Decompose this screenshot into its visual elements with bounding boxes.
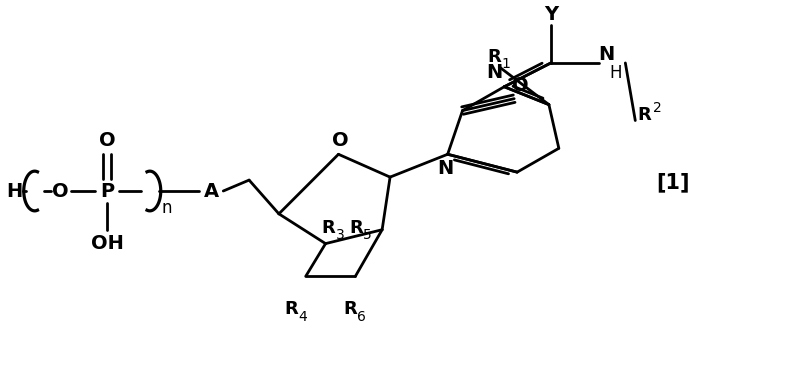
Text: [1]: [1] bbox=[656, 172, 690, 192]
Text: N: N bbox=[438, 159, 454, 178]
Text: O: O bbox=[52, 181, 69, 201]
Text: 5: 5 bbox=[363, 228, 372, 242]
Text: R: R bbox=[322, 219, 335, 237]
Text: OH: OH bbox=[90, 234, 123, 253]
Text: A: A bbox=[204, 181, 219, 201]
Text: 1: 1 bbox=[502, 57, 510, 71]
Text: n: n bbox=[162, 199, 172, 217]
Text: H: H bbox=[609, 64, 622, 82]
Text: P: P bbox=[100, 181, 114, 201]
Text: R: R bbox=[350, 219, 363, 237]
Text: R: R bbox=[284, 300, 298, 318]
Text: 6: 6 bbox=[358, 309, 366, 324]
Text: 2: 2 bbox=[653, 100, 662, 115]
Text: R: R bbox=[638, 105, 651, 123]
Text: H: H bbox=[6, 181, 23, 201]
Text: O: O bbox=[99, 131, 115, 150]
Text: R: R bbox=[343, 300, 358, 318]
Text: 3: 3 bbox=[335, 228, 344, 242]
Text: 4: 4 bbox=[298, 309, 306, 324]
Text: R: R bbox=[487, 48, 501, 66]
Text: N: N bbox=[486, 63, 502, 83]
Text: N: N bbox=[598, 45, 614, 65]
Text: Y: Y bbox=[544, 5, 558, 24]
Text: O: O bbox=[512, 76, 529, 95]
Text: O: O bbox=[332, 131, 349, 150]
